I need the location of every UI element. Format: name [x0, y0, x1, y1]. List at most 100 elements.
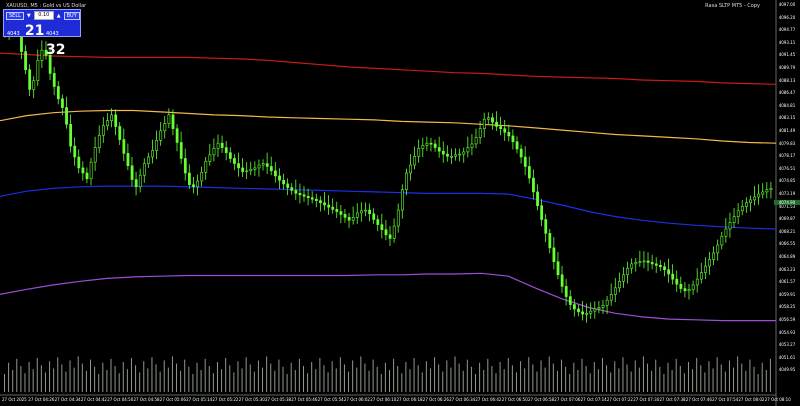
candle-body: [249, 169, 253, 172]
candle-body: [597, 307, 601, 310]
volume-bar: [700, 365, 702, 392]
volume-bar: [28, 362, 30, 392]
volume-bar: [245, 357, 247, 392]
volume-bar: [44, 372, 46, 392]
candle-body: [659, 265, 662, 268]
candle-body: [274, 170, 277, 177]
volume-bar: [368, 370, 370, 392]
candle-body: [327, 204, 331, 208]
lot-increase-button[interactable]: ▲: [56, 12, 61, 19]
volume-bar: [352, 360, 354, 392]
candle-body: [409, 164, 412, 174]
candle-body: [331, 206, 335, 210]
candle-body: [630, 263, 634, 269]
volume-bar: [593, 362, 595, 392]
volume-bar: [221, 369, 223, 392]
price-axis-label: 4076.51: [778, 165, 796, 171]
volume-bar: [237, 361, 239, 392]
candle-body: [376, 219, 380, 225]
volume-bar: [475, 374, 477, 392]
candle-body: [532, 177, 535, 193]
volume-bar: [61, 364, 63, 392]
candle-body: [425, 142, 429, 146]
bid-quote[interactable]: 4043 21: [7, 20, 44, 39]
candle-body: [228, 152, 232, 159]
volume-bar: [57, 357, 59, 392]
candle-body: [175, 128, 179, 143]
volume-bar: [110, 358, 112, 392]
time-axis-label: 27 Oct 06:42: [475, 397, 502, 402]
ma-orange-line: [0, 109, 777, 144]
volume-bar: [143, 361, 145, 392]
volume-bar: [434, 357, 436, 392]
candle-body: [364, 209, 367, 212]
volume-bar: [266, 356, 268, 392]
candle-body: [544, 219, 548, 234]
candle-body: [667, 269, 671, 275]
lot-decrease-button[interactable]: ▼: [26, 12, 31, 19]
candle-body: [679, 283, 683, 289]
volume-bar: [417, 365, 419, 392]
candle-body: [671, 273, 675, 280]
price-axis-label: 4049.95: [778, 367, 796, 373]
volume-bar: [176, 363, 178, 392]
volume-bar: [171, 356, 173, 392]
candle-body: [310, 197, 314, 200]
candle-body: [433, 143, 437, 148]
time-axis-label: 27 Oct 06:26: [422, 397, 449, 402]
candle-body: [704, 265, 707, 273]
lot-size-input[interactable]: 0.10: [33, 11, 54, 20]
candle-body: [73, 145, 77, 158]
candle-body: [716, 244, 720, 254]
candle-body: [421, 145, 425, 149]
candle-body: [642, 260, 646, 263]
time-axis: 27 Oct 2025 27 Oct 04:26 27 Oct 04:34 27 Oc…: [0, 395, 791, 406]
price-axis-label: 4089.79: [778, 65, 796, 70]
ask-quote[interactable]: 4043 32: [46, 20, 80, 58]
time-axis-label: 27 Oct 07:14: [580, 397, 607, 402]
volume-bar: [724, 371, 726, 392]
candle-body: [675, 278, 679, 285]
volume-bar: [139, 372, 141, 392]
time-axis-label: 27 Oct 05:30: [238, 397, 265, 402]
volume-bar: [282, 366, 284, 392]
volume-bar: [167, 367, 169, 392]
candle-body: [585, 312, 589, 315]
volume-bar: [618, 368, 620, 392]
candle-body: [400, 189, 404, 211]
volume-bar: [20, 366, 22, 392]
volume-bar: [114, 366, 116, 392]
volume-bar: [491, 366, 493, 392]
candle-body: [183, 158, 187, 174]
buy-button[interactable]: BUY: [63, 11, 80, 20]
volume-bar: [36, 358, 38, 392]
time-axis-label: 27 Oct 08:02: [738, 397, 765, 402]
volume-bar: [638, 367, 640, 392]
candle-body: [650, 262, 654, 265]
sell-button[interactable]: SELL: [6, 11, 24, 20]
candle-body: [204, 161, 208, 173]
candle-body: [753, 196, 757, 201]
volume-bar: [16, 358, 18, 392]
candle-body: [601, 304, 605, 308]
time-axis-label: 27 Oct 07:46: [685, 397, 712, 402]
candle-body: [761, 191, 765, 195]
candle-body: [163, 123, 167, 132]
time-axis-label: 27 Oct 2025: [2, 397, 27, 402]
candle-body: [24, 51, 27, 71]
volume-bar: [601, 358, 603, 392]
volume-bar: [286, 374, 288, 392]
candle-body: [708, 259, 711, 267]
volume-bar: [614, 361, 616, 392]
volume-bar: [503, 369, 505, 392]
candle-body: [278, 175, 281, 181]
candle-body: [237, 163, 240, 169]
volume-bar: [335, 368, 337, 392]
indicator-label: Rasa SLTP MT5 - Copy: [705, 3, 760, 9]
candle-body: [699, 272, 703, 280]
candle-body: [188, 172, 191, 185]
volume-bar: [647, 363, 649, 392]
volume-bar: [741, 363, 743, 392]
